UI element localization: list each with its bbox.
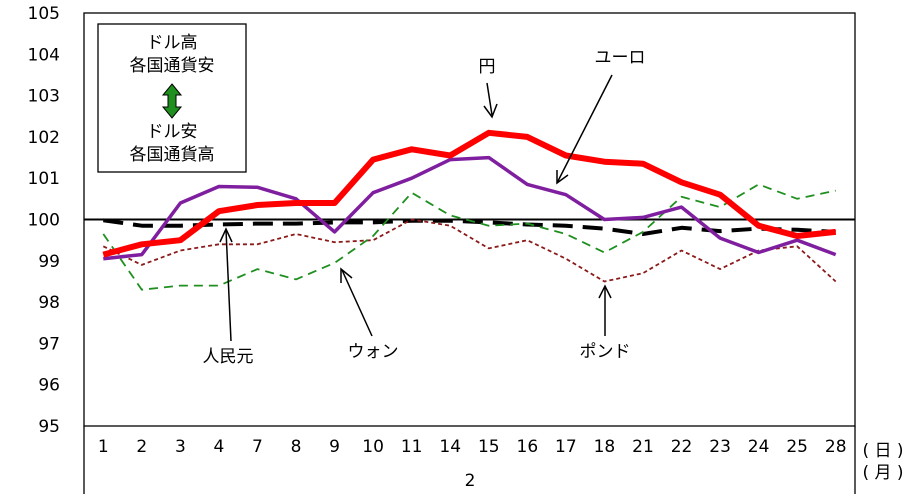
x-axis-tick-labels: 1 2 3 4 7 8 9 10 11 14 15 16 17 18 21 22 23 24 25 28 [98,437,847,457]
x-tick-label: 3 [175,437,186,457]
month-unit-label: ( 月 ) [862,463,903,483]
x-tick-label: 14 [439,437,461,457]
label-euro: ユーロ [595,48,646,68]
x-tick-label: 17 [555,437,577,457]
series-line-3 [102,218,837,283]
x-tick-label: 21 [632,437,654,457]
arrow-yuan [225,229,232,342]
y-tick-label: 102 [28,128,60,148]
y-tick-label: 96 [38,376,60,396]
day-unit-label: ( 日 ) [862,441,903,461]
label-won: ウォン [348,342,399,362]
label-yen: 円 [479,57,496,77]
y-tick-label: 101 [28,169,60,189]
arrow-yen [486,82,493,116]
legend-box-frame [97,23,247,173]
x-tick-label: 16 [517,437,539,457]
legend-box: ドル高 各国通貨安 ドル安 各国通貨高 [97,23,247,173]
x-tick-label: 24 [748,437,770,457]
x-tick-label: 10 [362,437,384,457]
y-axis-tick-labels: 95 96 97 98 99 100 101 102 103 104 105 [28,4,60,437]
label-pound: ポンド [580,342,631,362]
legend-currencies-high: 各国通貨高 [130,145,215,165]
arrowhead-pound [598,284,612,299]
double-arrow-icon [161,83,183,119]
series-line-1 [103,155,837,261]
y-tick-label: 103 [28,87,60,107]
x-tick-label: 9 [329,437,340,457]
series-line-2 [102,183,836,291]
legend-currencies-low: 各国通貨安 [130,56,215,76]
x-tick-label: 15 [478,437,500,457]
y-tick-label: 97 [38,334,60,354]
legend-dollar-low: ドル安 [147,122,198,142]
month-label: 2 [465,471,476,491]
x-tick-label: 8 [291,437,302,457]
x-tick-label: 2 [136,437,147,457]
y-tick-label: 104 [28,45,60,65]
arrowhead-yen [483,103,498,119]
x-tick-label: 23 [709,437,731,457]
x-tick-label: 1 [98,437,109,457]
y-tick-label: 99 [38,252,60,272]
label-yuan: 人民元 [203,347,254,367]
y-tick-label: 98 [38,293,60,313]
y-tick-label: 100 [28,211,60,231]
legend-dollar-high: ドル高 [147,33,198,53]
annotations: 円 ユーロ 人民元 ウォン ポンド [203,48,646,367]
x-tick-label: 25 [786,437,808,457]
arrowhead-won [340,267,353,283]
y-tick-label: 95 [38,417,60,437]
series-line-4 [103,218,836,236]
y-tick-label: 105 [28,4,60,24]
x-tick-label: 28 [825,437,847,457]
series-line-0 [102,129,837,258]
arrow-euro [556,74,613,184]
series-lines [102,129,837,291]
arrow-won [341,269,373,337]
arrowhead-euro [556,170,569,185]
x-tick-label: 18 [594,437,616,457]
x-tick-label: 11 [401,437,423,457]
arrowhead-yuan [219,227,233,243]
x-tick-label: 4 [214,437,225,457]
x-tick-label: 7 [252,437,263,457]
x-tick-label: 22 [671,437,693,457]
